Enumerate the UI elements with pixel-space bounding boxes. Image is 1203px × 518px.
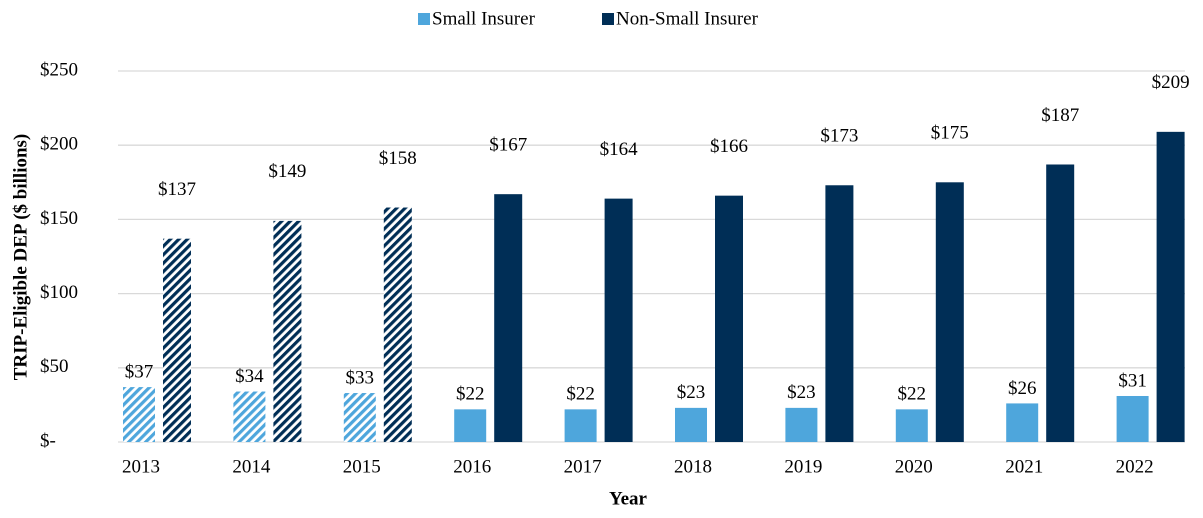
value-label: $209 — [1152, 72, 1190, 93]
bar — [675, 407, 707, 442]
bar — [895, 409, 928, 442]
bar — [123, 387, 155, 442]
bar — [454, 409, 487, 442]
value-label: $164 — [600, 139, 639, 160]
value-label: $149 — [268, 161, 306, 182]
value-label: $33 — [346, 367, 375, 388]
value-label: $31 — [1118, 370, 1147, 391]
x-tick-label: 2016 — [453, 456, 491, 477]
bar — [163, 238, 191, 442]
bar — [1006, 403, 1039, 442]
value-label: $23 — [787, 382, 816, 403]
bar — [785, 407, 818, 442]
x-tick-label: 2014 — [232, 456, 271, 477]
bar — [935, 182, 964, 443]
value-label: $22 — [898, 384, 927, 405]
bar — [1046, 164, 1075, 442]
value-label: $166 — [710, 136, 748, 157]
y-tick-label: $250 — [40, 59, 78, 80]
y-tick-label: $- — [40, 430, 56, 451]
x-tick-label: 2013 — [122, 456, 160, 477]
y-tick-label: $200 — [40, 134, 78, 155]
value-label: $175 — [931, 123, 969, 144]
y-axis-title: TRIP-Eligible DEP ($ billions) — [10, 134, 31, 381]
bar — [1156, 131, 1185, 442]
x-tick-label: 2015 — [343, 456, 381, 477]
bar — [715, 195, 743, 442]
x-tick-label: 2017 — [564, 456, 602, 477]
x-axis-title: Year — [609, 488, 648, 509]
value-label: $22 — [456, 384, 485, 405]
value-label: $187 — [1041, 105, 1079, 126]
value-label: $23 — [677, 382, 706, 403]
value-label: $167 — [489, 135, 527, 156]
bar — [825, 185, 854, 442]
bar — [383, 207, 412, 442]
bar — [273, 220, 302, 442]
x-tick-label: 2022 — [1116, 456, 1154, 477]
bar — [494, 194, 523, 442]
legend-label: Non-Small Insurer — [616, 8, 759, 29]
bar — [604, 198, 633, 442]
y-tick-label: $50 — [40, 356, 69, 377]
bar — [564, 409, 597, 442]
value-label: $34 — [235, 366, 264, 387]
bar — [1116, 395, 1149, 442]
legend-swatch — [418, 13, 430, 25]
x-tick-label: 2021 — [1005, 456, 1043, 477]
value-label: $137 — [158, 179, 196, 200]
value-label: $26 — [1008, 378, 1037, 399]
value-label: $158 — [379, 148, 417, 169]
legend-swatch — [602, 13, 614, 25]
value-label: $37 — [125, 361, 154, 382]
value-label: $22 — [566, 384, 595, 405]
x-tick-label: 2018 — [674, 456, 712, 477]
x-tick-label: 2020 — [895, 456, 933, 477]
legend-label: Small Insurer — [432, 8, 536, 29]
bar — [343, 393, 376, 442]
bar — [233, 391, 266, 442]
y-tick-label: $150 — [40, 208, 78, 229]
y-tick-label: $100 — [40, 282, 78, 303]
x-tick-label: 2019 — [784, 456, 822, 477]
value-label: $173 — [820, 126, 858, 147]
